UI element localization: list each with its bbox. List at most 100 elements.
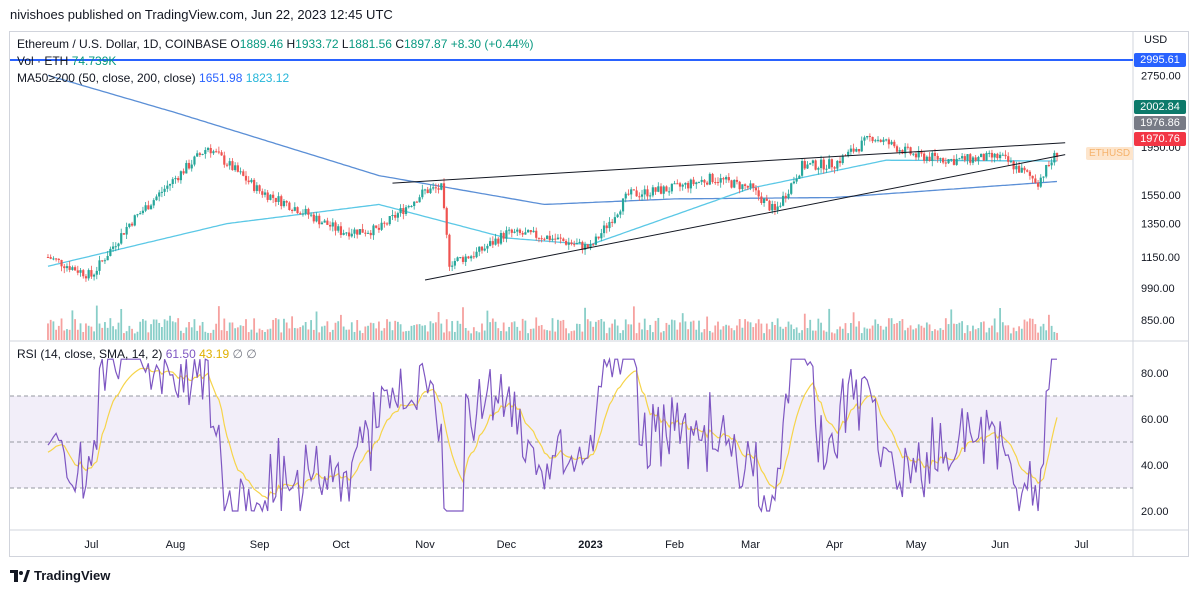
candle-body — [819, 159, 823, 169]
candle-body — [377, 227, 381, 230]
volume-bar — [551, 318, 554, 340]
candle-body — [727, 177, 730, 181]
volume-bar — [491, 318, 494, 340]
candle-body — [963, 156, 966, 161]
currency-label[interactable]: USD — [1144, 34, 1168, 46]
symbol-legend[interactable]: Ethereum / U.S. Dollar, 1D, COINBASE O18… — [17, 37, 533, 51]
volume-bar — [614, 319, 616, 340]
volume-bar — [166, 320, 169, 340]
volume-bar — [576, 323, 578, 340]
volume-legend[interactable]: Vol · ETH 74.739K — [17, 54, 116, 68]
candle-body — [1017, 165, 1021, 173]
candle-body — [678, 183, 682, 187]
candle-body — [898, 150, 901, 152]
price-tick-label: 1350.00 — [1141, 219, 1181, 231]
volume-bar — [299, 327, 302, 340]
rsi-legend[interactable]: RSI (14, close, SMA, 14, 2) 61.50 43.19 … — [17, 347, 257, 361]
candle-body — [120, 233, 123, 244]
candle-body — [111, 246, 115, 249]
volume-bar — [76, 329, 79, 340]
candle-body — [621, 198, 625, 212]
volume-bar — [193, 319, 196, 340]
candle-body — [904, 146, 907, 154]
candle-body — [345, 232, 348, 234]
candle-body — [369, 232, 372, 236]
candle-body — [890, 141, 893, 145]
tradingview-logo[interactable]: TradingView — [10, 568, 110, 583]
volume-bar — [595, 321, 597, 340]
candle-body — [570, 242, 573, 245]
candle-body — [464, 256, 467, 262]
candle-body — [828, 159, 831, 169]
candle-body — [684, 182, 687, 185]
volume-bar — [247, 332, 250, 340]
candle-body — [733, 179, 736, 188]
candle-body — [185, 162, 188, 174]
volume-bar — [592, 326, 595, 340]
candle-body — [309, 214, 313, 216]
volume-bar — [1039, 326, 1042, 340]
volume-bar — [258, 328, 261, 340]
volume-bar — [169, 315, 171, 340]
candle-body — [662, 186, 665, 194]
volume-bar — [673, 320, 676, 340]
rsi-empty-2: ∅ — [246, 347, 257, 361]
candle-body — [985, 152, 988, 161]
volume-bar — [47, 323, 49, 340]
candle-body — [849, 148, 852, 152]
candle-body — [491, 241, 494, 245]
candle-body — [437, 188, 440, 190]
volume-bar — [459, 323, 462, 340]
candle-body — [836, 160, 839, 169]
volume-bar — [429, 321, 432, 340]
candle-body — [1031, 175, 1034, 179]
candle-body — [988, 152, 991, 154]
candle-body — [914, 153, 918, 158]
volume-bar — [418, 324, 421, 340]
candle-body — [790, 183, 793, 194]
volume-bar — [361, 333, 364, 340]
candle-body — [315, 215, 318, 222]
volume-bar — [432, 323, 435, 340]
candle-body — [979, 153, 983, 158]
candle-body — [811, 160, 815, 164]
candle-body — [765, 198, 768, 201]
volume-bar — [123, 333, 125, 340]
ma-legend[interactable]: MA50≥200 (50, close, 200, close) 1651.98… — [17, 71, 289, 85]
volume-bar — [334, 322, 337, 340]
candle-body — [594, 236, 598, 245]
volume-bar — [860, 333, 863, 340]
volume-bar — [871, 325, 874, 340]
candle-body — [917, 150, 920, 158]
volume-bar — [578, 324, 581, 340]
candle-body — [413, 201, 416, 207]
volume-bar — [161, 326, 163, 340]
volume-bar — [182, 333, 185, 340]
volume-bar — [155, 319, 158, 340]
candle-body — [1009, 161, 1013, 163]
candle-body — [198, 153, 201, 155]
ohlc-o-label: O — [230, 37, 240, 51]
volume-bar — [63, 330, 66, 340]
price-tag-last: 1970.76 — [1134, 132, 1186, 146]
volume-bar — [136, 331, 139, 340]
volume-bar — [532, 328, 535, 340]
candle-body — [269, 194, 272, 200]
time-axis-label: Feb — [665, 539, 684, 551]
candle-body — [136, 214, 139, 216]
volume-bar — [1048, 314, 1050, 340]
candle-body — [1007, 156, 1010, 162]
volume-bar — [635, 333, 638, 340]
volume-bar — [904, 330, 907, 340]
candle-body — [49, 257, 52, 259]
volume-bar — [657, 317, 660, 340]
volume-bar — [698, 320, 700, 340]
volume-bar — [277, 319, 280, 340]
candle-body — [676, 183, 679, 185]
candle-body — [407, 206, 410, 208]
volume-bar — [342, 326, 345, 340]
volume-bar — [310, 320, 312, 340]
candle-body — [299, 213, 302, 215]
candle-body — [1034, 178, 1037, 183]
